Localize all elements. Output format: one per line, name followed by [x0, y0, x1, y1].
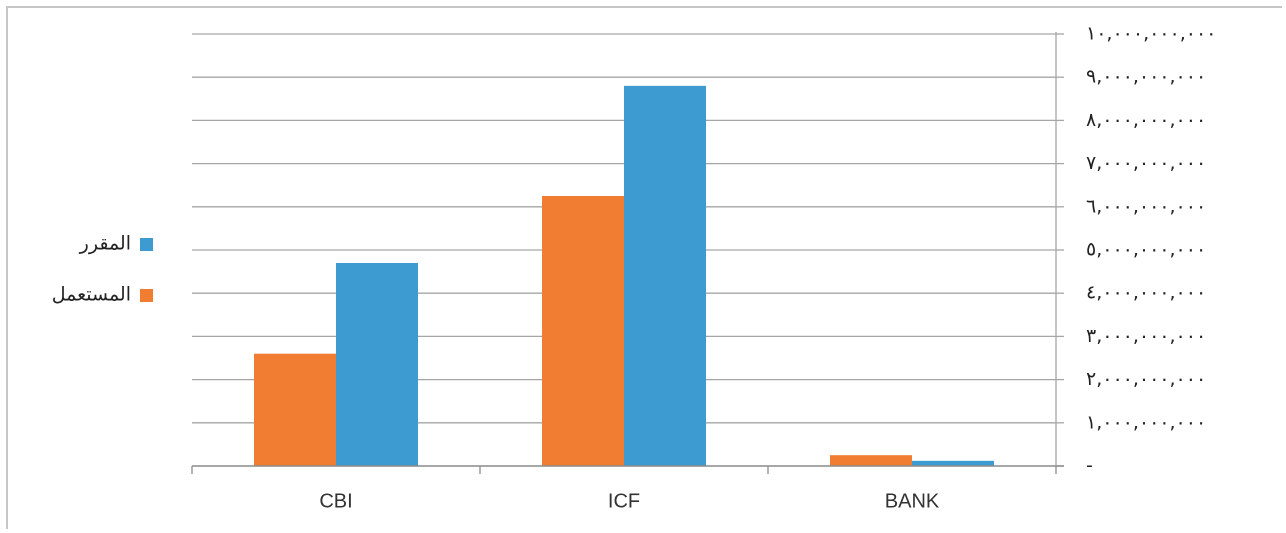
y-tick-label: ١٠,٠٠٠,٠٠٠,٠٠٠ [1086, 23, 1216, 45]
bar-bank-series-0 [830, 455, 912, 466]
y-tick-label: - [1086, 455, 1093, 477]
y-tick-label: ٥,٠٠٠,٠٠٠,٠٠٠ [1086, 239, 1206, 261]
x-tick-label: BANK [885, 490, 940, 512]
bars [254, 85, 994, 466]
x-tick-label: ICF [608, 490, 640, 512]
y-tick-labels: - ١,٠٠٠,٠٠٠,٠٠٠ ٢,٠٠٠,٠٠٠,٠٠٠ ٣,٠٠٠,٠٠٠,٠٠٠… [1086, 23, 1216, 477]
y-tick-label: ٧,٠٠٠,٠٠٠,٠٠٠ [1086, 152, 1206, 174]
y-tick-label: ٢,٠٠٠,٠٠٠,٠٠٠ [1086, 368, 1206, 390]
legend-label: المقرر [79, 233, 131, 255]
bar-bank-series-1 [912, 460, 994, 466]
legend-label: المستعمل [52, 284, 131, 306]
bar-cbi-series-0 [254, 353, 336, 466]
bar-icf-series-0 [542, 196, 624, 466]
legend-swatch [140, 289, 153, 302]
x-tick-label: CBI [319, 490, 352, 512]
legend: المقرر المستعمل [52, 233, 153, 306]
y-tick-label: ٣,٠٠٠,٠٠٠,٠٠٠ [1086, 325, 1206, 347]
axes [191, 32, 1064, 474]
y-tick-label: ٦,٠٠٠,٠٠٠,٠٠٠ [1086, 195, 1206, 217]
x-tick-labels: CBI ICF BANK [319, 490, 940, 512]
y-tick-label: ٩,٠٠٠,٠٠٠,٠٠٠ [1086, 66, 1206, 88]
bar-icf-series-1 [624, 85, 706, 466]
y-tick-label: ٨,٠٠٠,٠٠٠,٠٠٠ [1086, 109, 1206, 131]
y-tick-label: ٤,٠٠٠,٠٠٠,٠٠٠ [1086, 282, 1206, 304]
bar-cbi-series-1 [336, 262, 418, 466]
y-tick-label: ١,٠٠٠,٠٠٠,٠٠٠ [1086, 411, 1206, 433]
legend-swatch [140, 238, 153, 251]
